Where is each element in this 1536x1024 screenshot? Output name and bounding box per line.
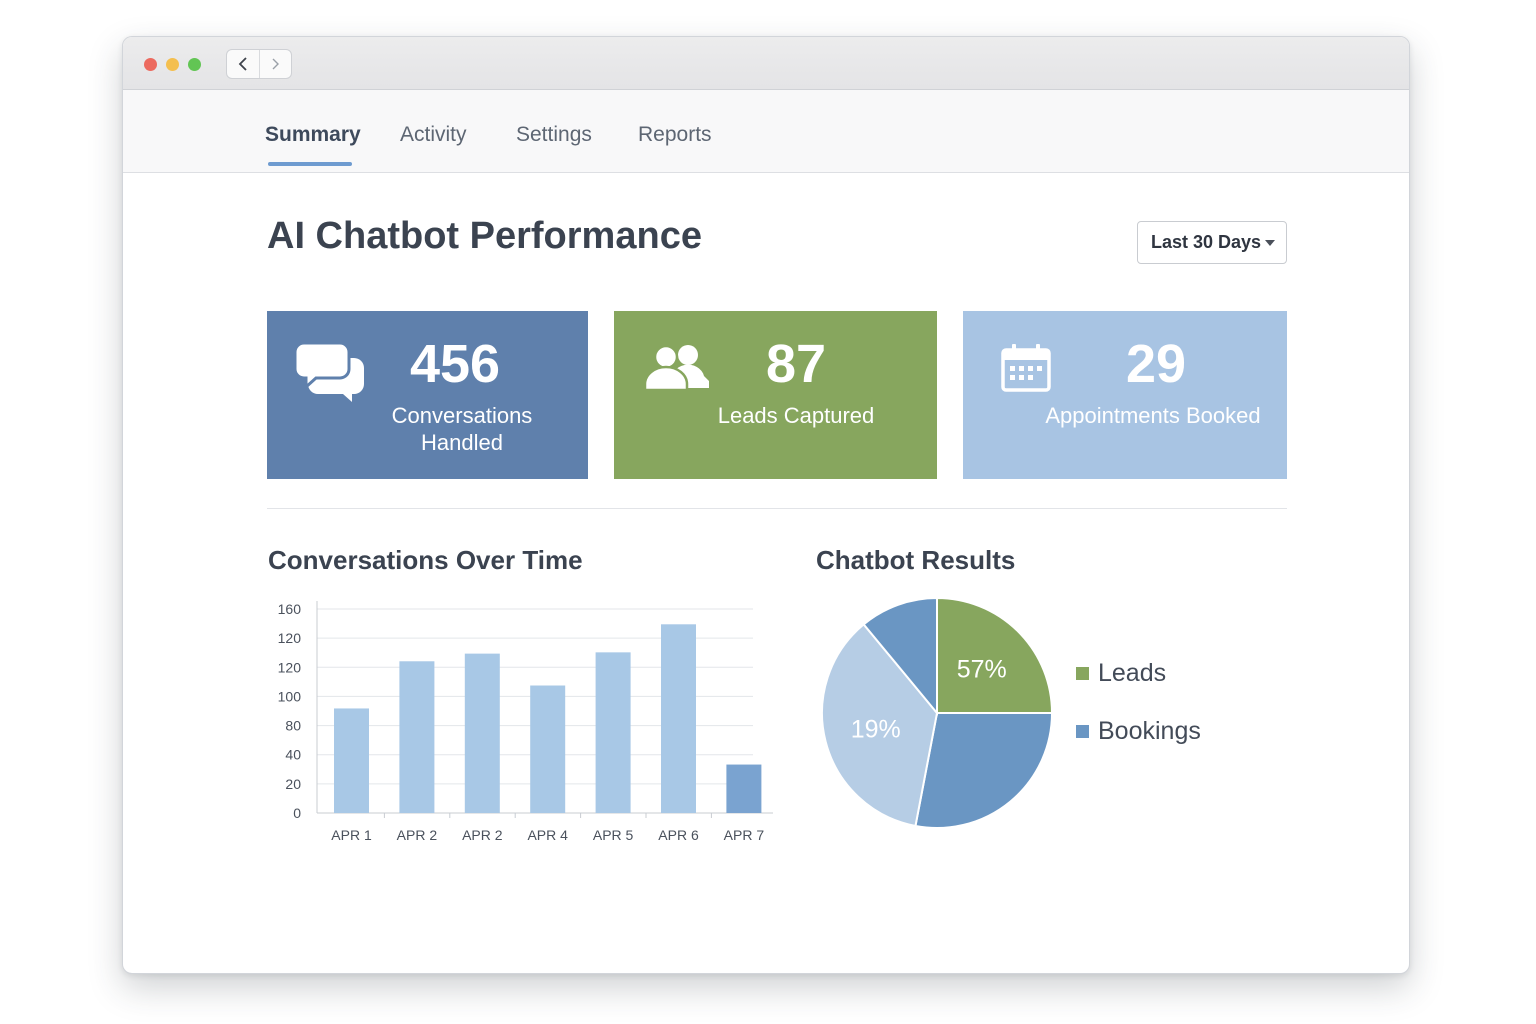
legend-item-leads: Leads	[1076, 659, 1166, 688]
x-tick-label: APR 5	[593, 827, 634, 843]
active-tab-indicator	[268, 162, 352, 166]
date-range-value: Last 30 Days	[1151, 232, 1262, 252]
chevron-right-icon	[272, 58, 280, 70]
leads-label: Leads Captured	[717, 403, 875, 428]
y-tick-label: 40	[285, 747, 301, 763]
bar	[399, 661, 435, 813]
x-tick-label: APR 1	[331, 827, 372, 843]
x-tick-label: APR 6	[658, 827, 699, 843]
appointments-value: 29	[1125, 334, 1187, 394]
tab-settings[interactable]: Settings	[516, 123, 592, 146]
leads-value: 87	[765, 334, 827, 394]
pie-slice-label: 19%	[851, 716, 901, 744]
x-tick-label: APR 4	[527, 827, 568, 843]
stat-card-appointments: 29 Appointments Booked	[963, 311, 1287, 479]
y-tick-label: 20	[285, 776, 301, 792]
title-bar	[123, 37, 1409, 90]
legend-swatch-leads	[1076, 667, 1089, 680]
bar	[661, 624, 696, 813]
bar-chart-title: Conversations Over Time	[268, 545, 583, 575]
pie-slice	[862, 597, 938, 716]
conversations-label-line2: Handled	[421, 430, 503, 455]
legend-swatch-bookings	[1076, 725, 1089, 738]
x-tick-label: APR 7	[724, 827, 765, 843]
tab-activity[interactable]: Activity	[400, 123, 467, 146]
y-tick-label: 120	[278, 630, 302, 646]
close-window-button[interactable]	[144, 58, 157, 71]
stat-card-conversations: 456 Conversations Handled	[267, 311, 588, 479]
conversations-label-line1: Conversations	[391, 403, 533, 428]
y-tick-label: 0	[293, 805, 301, 821]
bar	[464, 653, 500, 813]
page-title: AI Chatbot Performance	[267, 215, 702, 257]
chevron-left-icon	[238, 57, 247, 71]
maximize-window-button[interactable]	[188, 58, 201, 71]
browser-window: Summary Activity Settings Reports AI Cha…	[122, 36, 1410, 974]
appointments-label: Appointments Booked	[1045, 403, 1261, 428]
date-range-select[interactable]: Last 30 Days	[1137, 221, 1287, 264]
y-tick-label: 100	[278, 688, 302, 704]
tab-bar: Summary Activity Settings Reports	[123, 90, 1409, 173]
caret-down-icon	[1265, 240, 1275, 246]
chat-bubbles-icon	[294, 342, 364, 402]
forward-button[interactable]	[258, 50, 291, 78]
pie-chart-title: Chatbot Results	[816, 545, 1016, 575]
conversations-bar-chart: 0 20 40 80 100 120 120 160 APR 1 APR 2 APR 2 APR 4 A…	[278, 601, 773, 843]
bar	[334, 708, 369, 813]
tab-reports[interactable]: Reports	[638, 123, 712, 146]
pie-slice-label: 57%	[957, 655, 1007, 683]
bar	[595, 652, 631, 813]
stat-card-leads: 87 Leads Captured	[614, 311, 937, 479]
users-icon	[644, 344, 709, 390]
section-divider	[267, 508, 1287, 509]
y-tick-label: 120	[278, 659, 302, 675]
back-button[interactable]	[227, 50, 259, 78]
pie-slice	[821, 622, 939, 828]
y-tick-label: 80	[285, 718, 301, 734]
legend-label-bookings: Bookings	[1098, 717, 1201, 745]
tab-summary[interactable]: Summary	[265, 123, 361, 146]
legend-label-leads: Leads	[1098, 659, 1167, 687]
bar	[726, 764, 762, 813]
calendar-icon	[1001, 344, 1051, 392]
x-tick-label: APR 2	[397, 827, 438, 843]
chatbot-results-pie-chart: 57% 19%	[821, 597, 1054, 829]
y-tick-label: 160	[278, 601, 302, 617]
minimize-window-button[interactable]	[166, 58, 179, 71]
pie-slice	[914, 712, 1054, 829]
conversations-value: 456	[409, 334, 501, 394]
history-nav	[226, 49, 292, 79]
bar	[530, 685, 566, 813]
legend-item-bookings: Bookings	[1076, 717, 1201, 746]
pie-slice	[936, 597, 1054, 714]
x-tick-label: APR 2	[462, 827, 503, 843]
